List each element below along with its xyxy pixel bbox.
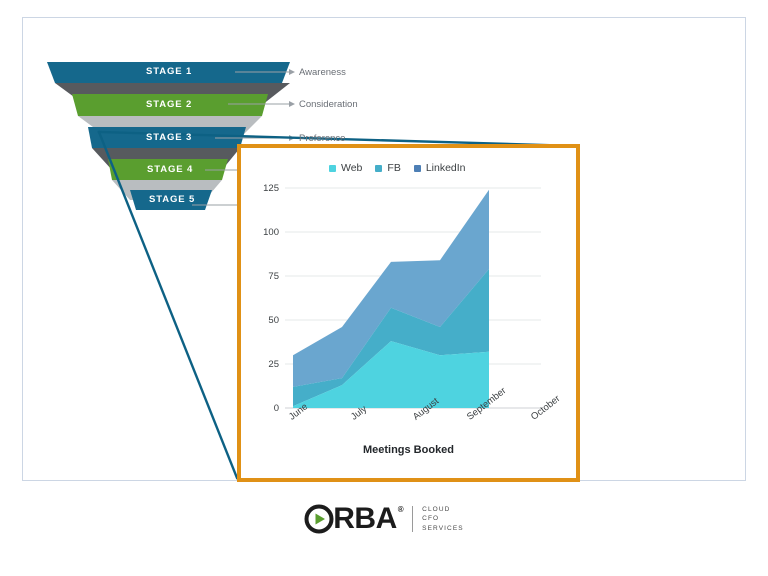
chart-plot — [285, 187, 541, 409]
chart-xaxis-title: Meetings Booked — [362, 444, 455, 456]
logo-tagline-line-2: CFO — [422, 515, 440, 523]
legend-item-linkedin[interactable]: LinkedIn — [413, 162, 466, 174]
ytick-125: 125 — [263, 183, 279, 194]
funnel-stage-tag-2: STAGE 2 — [146, 99, 193, 110]
legend-swatch-fb — [375, 164, 383, 172]
ytick-100: 100 — [263, 227, 279, 238]
chart-legend: Web FB LinkedIn — [329, 162, 466, 174]
logo-divider — [412, 506, 414, 532]
chart-callout-box: Web FB LinkedIn 0 25 50 75 100 125 — [237, 144, 580, 482]
ytick-75: 75 — [268, 271, 279, 282]
logo-tagline-line-1: CLOUD — [422, 505, 451, 513]
funnel-stage-name-awareness: Awareness — [299, 67, 346, 78]
logo-tagline-line-3: SERVICES — [422, 524, 464, 532]
funnel-stage-name-preference: Preference — [299, 133, 346, 144]
funnel-stage-tag-1: STAGE 1 — [146, 66, 193, 77]
area-series-web — [293, 341, 489, 408]
funnel-stage-name-consideration: Consideration — [299, 99, 358, 110]
legend-label-web: Web — [341, 162, 363, 174]
legend-swatch-linkedin — [413, 164, 421, 172]
legend-label-fb: FB — [387, 162, 401, 174]
ytick-0: 0 — [273, 403, 279, 414]
legend-label-linkedin: LinkedIn — [425, 162, 466, 174]
logo-wordmark: RBA ® — [304, 502, 404, 535]
area-series-fb — [293, 269, 489, 407]
funnel-stage-tag-3: STAGE 3 — [146, 132, 193, 143]
chart-area: Web FB LinkedIn 0 25 50 75 100 125 — [241, 148, 576, 478]
ytick-25: 25 — [268, 359, 279, 370]
ytick-50: 50 — [268, 315, 279, 326]
logo-o-play-icon — [304, 504, 334, 534]
legend-swatch-web — [329, 164, 336, 172]
orba-logo: RBA ® CLOUD CFO SERVICES — [0, 504, 768, 534]
funnel-stage-tag-4: STAGE 4 — [147, 164, 194, 175]
legend-item-web[interactable]: Web — [329, 162, 362, 174]
logo-text-rba: RBA — [333, 502, 397, 535]
legend-item-fb[interactable]: FB — [375, 162, 401, 174]
logo-registered-mark: ® — [397, 505, 404, 514]
logo-tagline: CLOUD CFO SERVICES — [422, 505, 464, 533]
area-series-linkedin — [293, 189, 489, 387]
funnel-stage-tag-5: STAGE 5 — [149, 194, 196, 205]
